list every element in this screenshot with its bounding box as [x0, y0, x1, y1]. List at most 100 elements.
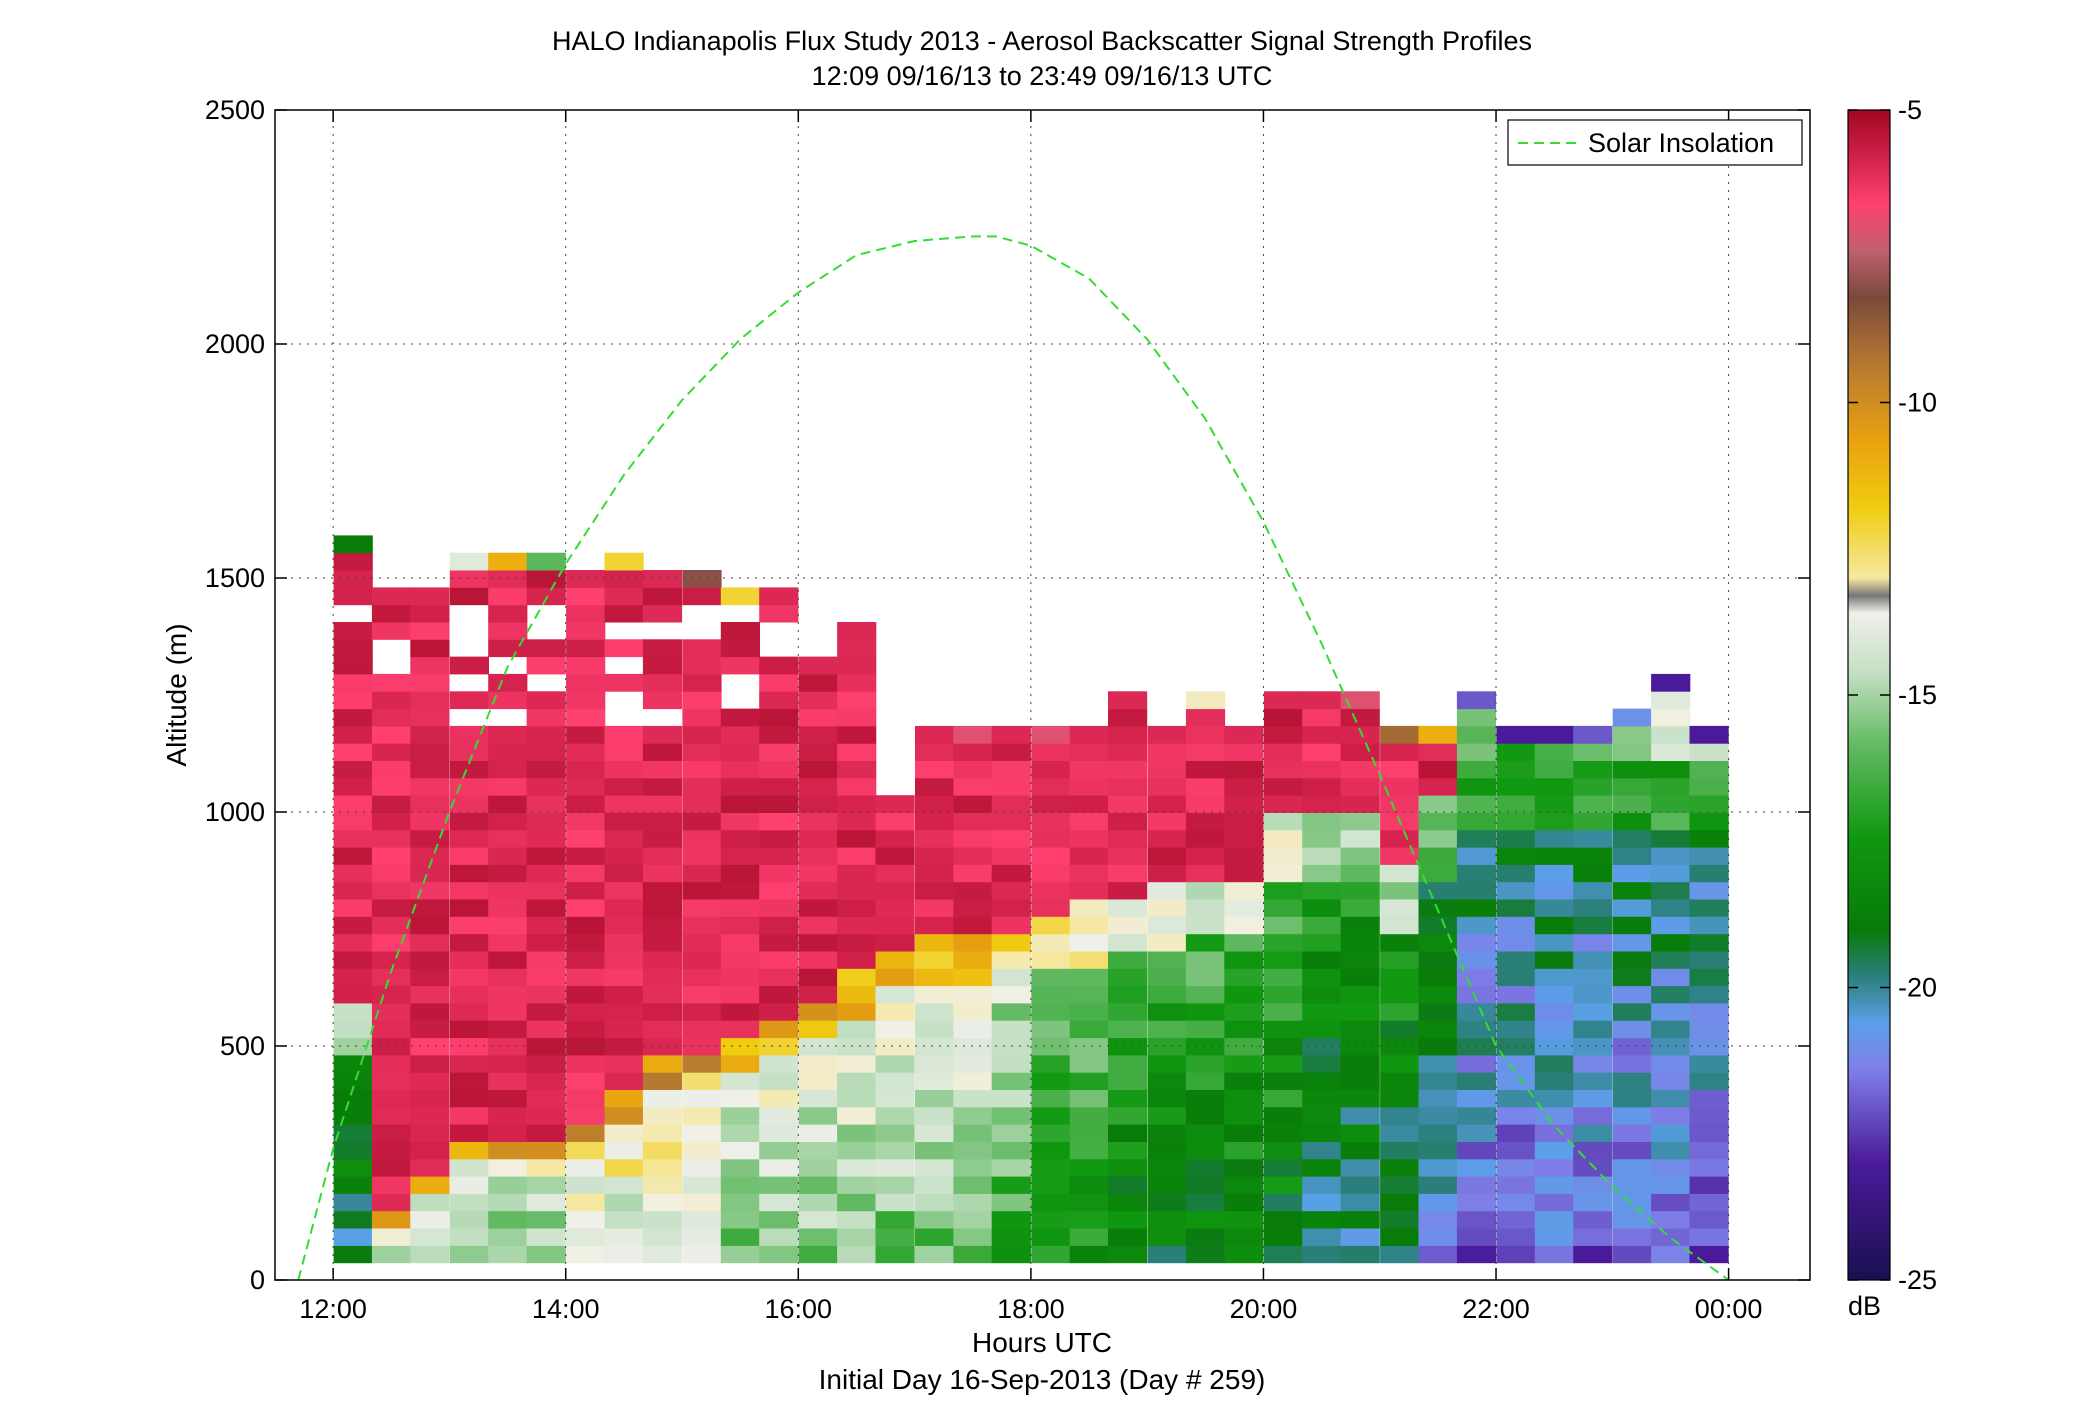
- heatmap-cell: [449, 1106, 489, 1125]
- heatmap-cell: [682, 1210, 722, 1229]
- heatmap-cell: [488, 1020, 528, 1039]
- heatmap-cell: [1456, 916, 1497, 935]
- heatmap-cell: [1418, 916, 1458, 935]
- heatmap-cell: [991, 985, 1031, 1004]
- heatmap-cell: [371, 760, 412, 779]
- legend-solar-label: Solar Insolation: [1588, 128, 1774, 158]
- heatmap-cell: [1340, 691, 1380, 710]
- heatmap-cell: [759, 916, 799, 935]
- heatmap-cell: [1573, 1106, 1613, 1125]
- heatmap-cell: [1496, 743, 1536, 761]
- heatmap-cell: [1496, 916, 1536, 935]
- heatmap-cell: [1031, 847, 1071, 865]
- heatmap-cell: [1573, 933, 1613, 952]
- heatmap-cell: [1456, 933, 1497, 952]
- heatmap-cell: [1263, 899, 1304, 917]
- heatmap-cell: [371, 1210, 412, 1229]
- heatmap-cell: [953, 1106, 993, 1125]
- heatmap-cell: [1031, 985, 1071, 1004]
- heatmap-cell: [720, 1089, 760, 1108]
- heatmap-cell: [1418, 743, 1458, 761]
- heatmap-cell: [566, 1210, 606, 1229]
- heatmap-cell: [953, 1228, 993, 1246]
- heatmap-cell: [1224, 968, 1264, 987]
- heatmap-cell: [526, 1193, 566, 1212]
- heatmap-cell: [1651, 951, 1691, 969]
- heatmap-cell: [1147, 1089, 1187, 1108]
- heatmap-cell: [1573, 899, 1613, 917]
- heatmap-cell: [1147, 1072, 1187, 1090]
- heatmap-cell: [526, 1210, 566, 1229]
- heatmap-cell: [759, 1124, 799, 1142]
- heatmap-cell: [1224, 829, 1264, 848]
- heatmap-cell: [1147, 847, 1187, 865]
- heatmap-cell: [953, 1176, 993, 1194]
- heatmap-cell: [449, 899, 489, 917]
- heatmap-cell: [1340, 812, 1380, 831]
- heatmap-cell: [1456, 1002, 1497, 1021]
- heatmap-cell: [991, 1193, 1031, 1212]
- heatmap-cell: [1534, 968, 1574, 987]
- heatmap-cell: [1612, 1245, 1652, 1264]
- heatmap-cell: [837, 1124, 877, 1142]
- heatmap-cell: [1302, 1037, 1342, 1056]
- heatmap-cell: [682, 1245, 722, 1264]
- heatmap-cell: [1456, 1193, 1497, 1212]
- heatmap-cell: [642, 1158, 683, 1177]
- heatmap-cell: [1302, 985, 1342, 1004]
- heatmap-cell: [798, 1020, 838, 1039]
- heatmap-cell: [488, 1228, 528, 1246]
- heatmap-cell: [488, 1193, 528, 1212]
- heatmap-cell: [333, 951, 373, 969]
- heatmap-cell: [488, 951, 528, 969]
- heatmap-cell: [1689, 1158, 1729, 1177]
- heatmap-cell: [798, 691, 838, 710]
- heatmap-cell: [642, 760, 683, 779]
- heatmap-cell: [1147, 777, 1187, 796]
- heatmap-cell: [604, 760, 644, 779]
- heatmap-cell: [1263, 1210, 1304, 1229]
- heatmap-cell: [953, 933, 993, 952]
- heatmap-cell: [875, 951, 915, 969]
- heatmap-cell: [410, 760, 450, 779]
- heatmap-cell: [526, 1245, 566, 1264]
- heatmap-cell: [566, 1158, 606, 1177]
- heatmap-cell: [798, 812, 838, 831]
- heatmap-cell: [720, 968, 760, 987]
- heatmap-cell: [875, 1072, 915, 1090]
- heatmap-cell: [1573, 1228, 1613, 1246]
- heatmap-cell: [1069, 743, 1109, 761]
- heatmap-cell: [953, 1054, 993, 1073]
- heatmap-cell: [1069, 1072, 1109, 1090]
- heatmap-cell: [1456, 1210, 1497, 1229]
- heatmap-cell: [720, 899, 760, 917]
- heatmap-cell: [915, 725, 955, 744]
- heatmap-cell: [759, 760, 799, 779]
- heatmap-cell: [953, 864, 993, 883]
- heatmap-cell: [1108, 1002, 1148, 1021]
- heatmap-cell: [953, 1158, 993, 1177]
- heatmap-cell: [526, 951, 566, 969]
- heatmap-cell: [371, 777, 412, 796]
- heatmap-cell: [915, 1072, 955, 1090]
- x-axis-sublabel: Initial Day 16-Sep-2013 (Day # 259): [819, 1364, 1266, 1395]
- heatmap-cell: [682, 1124, 722, 1142]
- heatmap-cell: [1612, 760, 1652, 779]
- heatmap-cell: [410, 639, 450, 658]
- heatmap-cell: [642, 985, 683, 1004]
- heatmap-cell: [1689, 1176, 1729, 1194]
- heatmap-cell: [798, 777, 838, 796]
- heatmap-cell: [1069, 1210, 1109, 1229]
- heatmap-cell: [604, 604, 644, 623]
- heatmap-cell: [1185, 916, 1226, 935]
- heatmap-cell: [1108, 760, 1148, 779]
- heatmap-cell: [1340, 1054, 1380, 1073]
- heatmap-cell: [371, 1037, 412, 1056]
- heatmap-cell: [526, 552, 566, 571]
- heatmap-cell: [720, 933, 760, 952]
- heatmap-cell: [1147, 916, 1187, 935]
- heatmap-cell: [449, 725, 489, 744]
- heatmap-cell: [682, 1141, 722, 1160]
- heatmap-cell: [1456, 1089, 1497, 1108]
- heatmap-cell: [1263, 1072, 1304, 1090]
